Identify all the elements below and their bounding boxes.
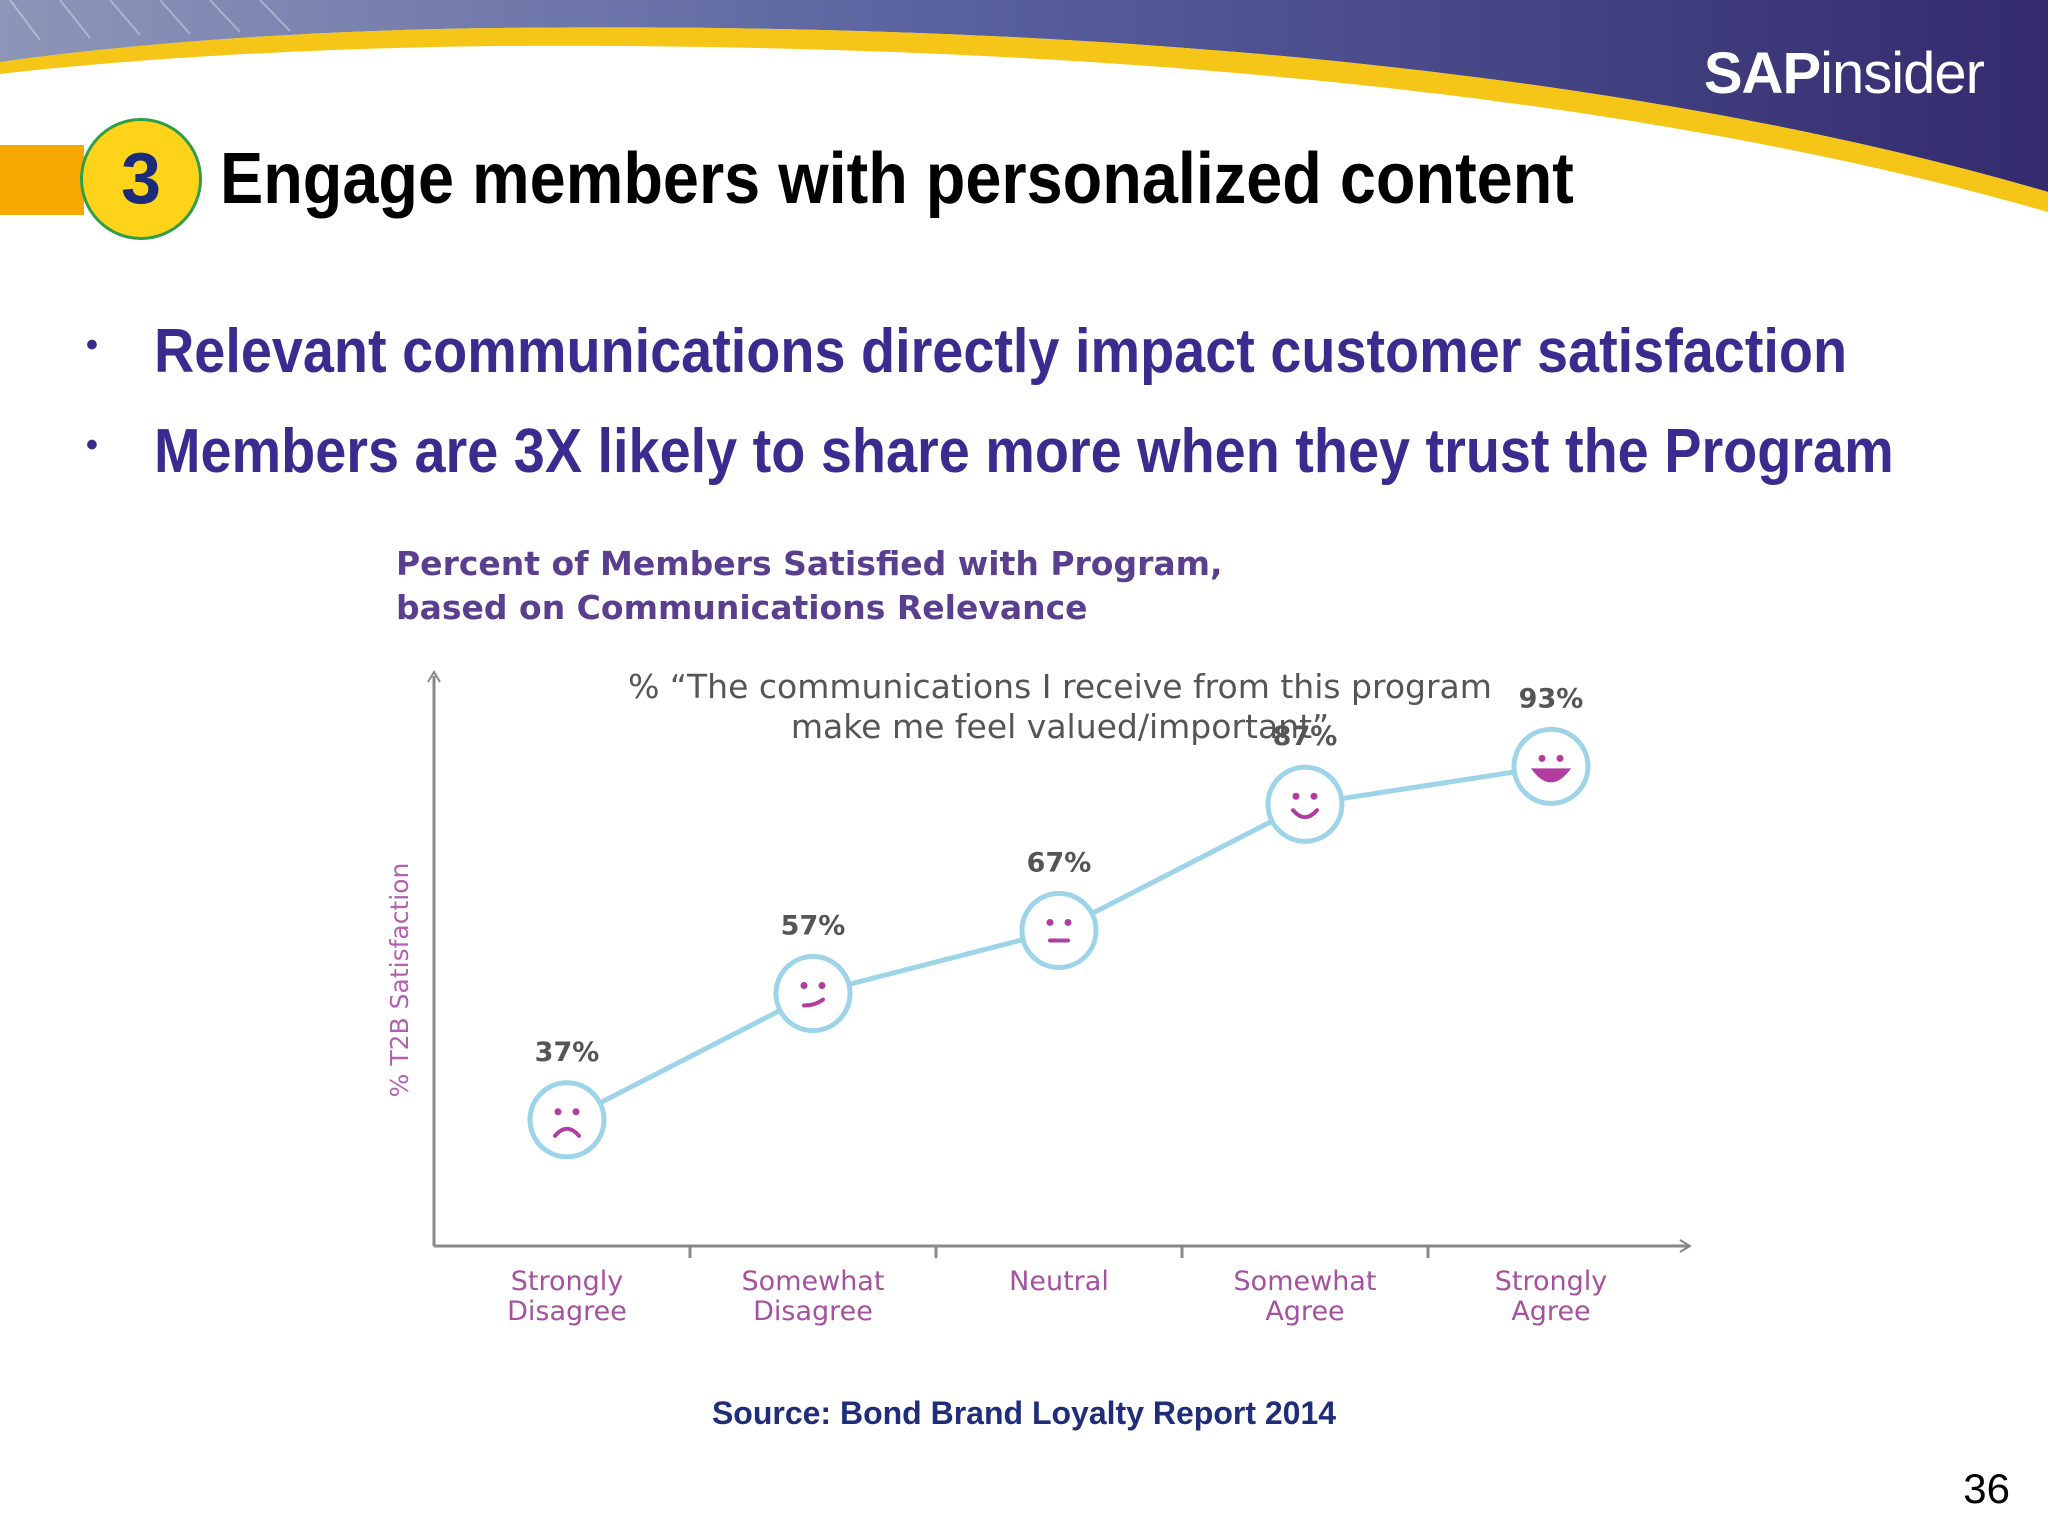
chart-subtitle-line: make me feel valued/important”: [791, 707, 1329, 746]
marker-circle: [1265, 764, 1345, 844]
data-label: 37%: [535, 1037, 600, 1068]
data-point-marker: [773, 954, 853, 1034]
right-eye-icon: [818, 982, 826, 990]
satisfaction-chart: Percent of Members Satisfied with Progra…: [385, 544, 1692, 1327]
sapinsider-logo: SAPinsider: [1703, 40, 1985, 107]
slide-title: Engage members with personalized content: [220, 139, 1574, 219]
logo-light-text: insider: [1820, 41, 1985, 106]
bullet-text: Relevant communications directly impact …: [154, 317, 1848, 386]
data-point-marker: [1511, 726, 1591, 806]
marker-circle: [527, 1080, 607, 1160]
x-tick-label: Agree: [1511, 1296, 1590, 1327]
data-point-marker: [527, 1080, 607, 1160]
data-label: 87%: [1273, 721, 1338, 752]
sad-face-icon: [553, 1126, 581, 1138]
x-axis-arrow-icon: [1679, 1239, 1692, 1253]
x-tick-label: Strongly: [1495, 1266, 1608, 1297]
marker-circle: [773, 954, 853, 1034]
orange-accent-tab: [0, 145, 84, 215]
chart-subtitle-line: % “The communications I receive from thi…: [628, 667, 1492, 706]
left-eye-icon: [1538, 754, 1546, 762]
bullet-item: • Relevant communications directly impac…: [86, 316, 1986, 396]
bullet-item: • Members are 3X likely to share more wh…: [86, 416, 1986, 496]
smiling-face-icon: [1291, 808, 1319, 820]
data-label: 57%: [781, 911, 846, 942]
right-eye-icon: [1064, 918, 1072, 926]
page-number: 36: [1963, 1465, 2010, 1512]
chart-title-line: based on Communications Relevance: [396, 588, 1088, 627]
step-number-badge: 3: [80, 118, 202, 240]
right-eye-icon: [1556, 754, 1564, 762]
marker-circle: [1019, 890, 1099, 970]
x-tick-label: Disagree: [507, 1296, 627, 1327]
marker-circle: [1511, 726, 1591, 806]
x-tick-label: Neutral: [1009, 1266, 1109, 1297]
bullet-dot-icon: •: [86, 326, 98, 364]
x-tick-label: Strongly: [511, 1266, 624, 1297]
logo-bold-text: SAP: [1703, 41, 1821, 106]
header-band: [0, 0, 2048, 213]
slightly-smiling-face-icon: [802, 997, 825, 1008]
left-eye-icon: [554, 1108, 562, 1116]
right-eye-icon: [572, 1108, 580, 1116]
left-eye-icon: [1046, 918, 1054, 926]
left-eye-icon: [1292, 792, 1300, 800]
data-point-marker: [1265, 764, 1345, 844]
y-axis-label: % T2B Satisfaction: [385, 863, 414, 1098]
source-citation: Source: Bond Brand Loyalty Report 2014: [711, 1395, 1337, 1431]
right-eye-icon: [1310, 792, 1318, 800]
left-eye-icon: [800, 982, 808, 990]
x-tick-label: Somewhat: [742, 1266, 885, 1297]
data-label: 67%: [1027, 847, 1092, 878]
x-tick-label: Disagree: [753, 1296, 873, 1327]
x-tick-label: Somewhat: [1234, 1266, 1377, 1297]
bullet-dot-icon: •: [86, 426, 98, 464]
bullet-text: Members are 3X likely to share more when…: [154, 417, 1894, 486]
data-label: 93%: [1519, 683, 1584, 714]
big-smile-face-icon: [1530, 768, 1572, 783]
chart-title-line: Percent of Members Satisfied with Progra…: [396, 544, 1223, 583]
data-point-marker: [1019, 890, 1099, 970]
x-tick-label: Agree: [1265, 1296, 1344, 1327]
y-axis-arrow-icon: [427, 670, 441, 683]
